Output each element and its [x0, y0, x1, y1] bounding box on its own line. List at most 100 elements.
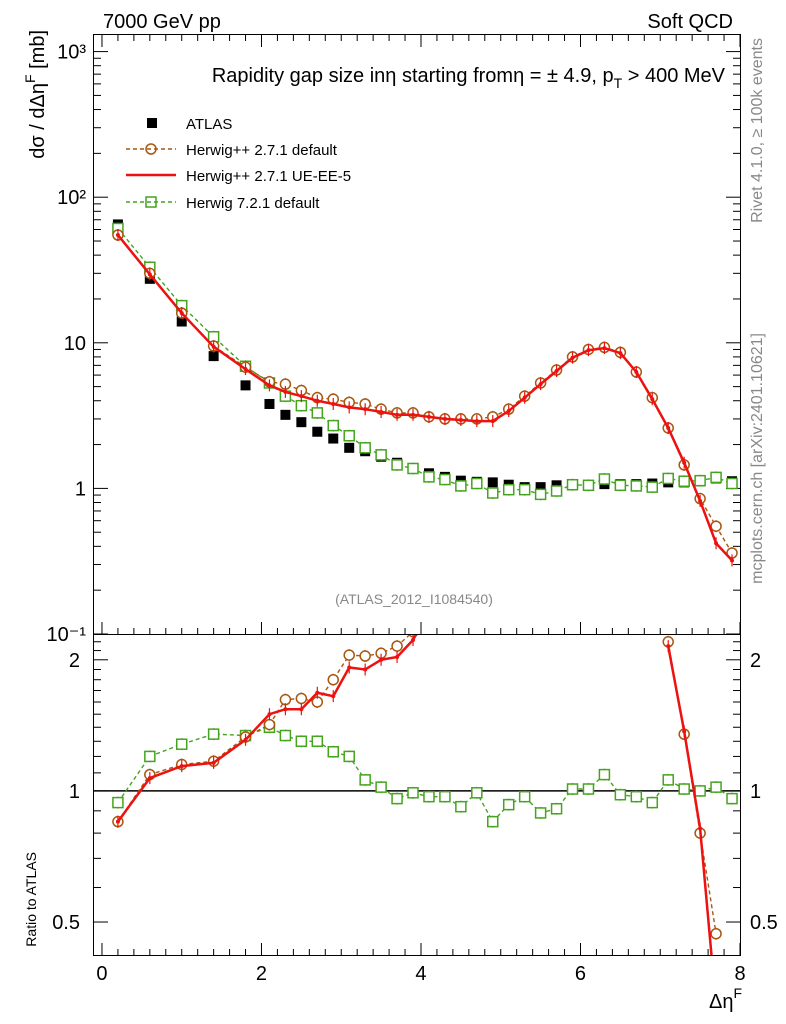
ratio-tick-label: 2 — [69, 650, 80, 672]
ratio-panel-data — [112, 616, 738, 955]
main-point-herwig7-default — [630, 480, 643, 492]
ratio-point-herwig7-default — [343, 750, 355, 763]
main-point-herwig7-default — [407, 462, 419, 475]
ratio-point-herwig7-default — [678, 783, 690, 795]
ratio-point-herwig-pp-ue-ee-5 — [347, 665, 352, 670]
main-point-herwig7-default — [678, 475, 690, 487]
rivet-version-label: Rivet 4.1.0, ≥ 100k events — [749, 38, 766, 223]
main-panel-data — [112, 219, 738, 567]
ratio-point-herwig7-default — [502, 798, 515, 811]
main-point-herwig-pp-ue-ee-5 — [115, 232, 120, 237]
ratio-tick-label-right: 2 — [750, 650, 761, 672]
x-axis-label-sup: F — [733, 985, 742, 1001]
main-point-herwig7-default — [502, 483, 515, 496]
x-tick-label: 2 — [256, 963, 267, 985]
ratio-point-herwig7-default — [423, 790, 435, 803]
main-point-herwig-pp-ue-ee-5 — [490, 419, 495, 424]
y-axis-label-unit: [mb] — [27, 30, 49, 74]
main-point-herwig7-default — [343, 429, 355, 442]
main-point-atlas — [296, 417, 307, 428]
ratio-point-herwig7-default — [518, 790, 531, 803]
legend-marker-herwig7-default — [145, 196, 157, 208]
x-tick-label: 4 — [415, 963, 426, 985]
y-tick-label: 10⁻¹ — [47, 624, 87, 646]
ratio-point-herwig-pp-default — [391, 640, 403, 652]
ratio-point-herwig-pp-ue-ee-5 — [147, 776, 152, 781]
ratio-line-herwig-pp-ue-ee-5 — [116, 635, 418, 823]
main-point-herwig-pp-ue-ee-5 — [474, 419, 479, 424]
main-point-herwig-pp-ue-ee-5 — [650, 397, 655, 402]
ratio-point-herwig7-default — [566, 783, 579, 795]
main-point-herwig-pp-ue-ee-5 — [426, 414, 431, 419]
ratio-point-herwig7-default — [407, 787, 419, 799]
main-point-herwig-pp-ue-ee-5 — [363, 407, 368, 412]
main-point-herwig7-default — [614, 479, 627, 492]
ratio-point-herwig-pp-ue-ee-5 — [267, 712, 272, 717]
ratio-point-herwig-pp-default — [295, 692, 308, 705]
main-point-herwig-pp-default — [710, 520, 722, 532]
main-point-herwig7-default — [566, 478, 579, 491]
main-point-herwig7-default — [662, 472, 674, 485]
main-point-herwig7-default — [598, 473, 611, 485]
main-point-herwig-pp-ue-ee-5 — [666, 425, 671, 430]
ratio-point-herwig7-default — [439, 790, 451, 803]
main-point-herwig7-default — [726, 477, 738, 490]
y-tick-label: 1 — [75, 478, 86, 500]
main-point-herwig-pp-ue-ee-5 — [411, 412, 416, 417]
main-point-atlas — [535, 482, 546, 493]
x-axis-label: ΔηF — [709, 985, 742, 1013]
ratio-point-herwig-pp-ue-ee-5 — [315, 690, 320, 695]
ratio-point-herwig7-default — [311, 735, 324, 748]
main-point-herwig-pp-ue-ee-5 — [211, 344, 216, 349]
legend-marker-herwig-pp-default — [145, 143, 157, 155]
ratio-point-herwig7-default — [550, 802, 563, 815]
x-tick-label: 8 — [734, 963, 745, 985]
ratio-point-herwig7-default — [726, 792, 738, 805]
main-point-atlas — [487, 477, 498, 488]
main-point-herwig7-default — [646, 481, 659, 493]
ratio-point-herwig7-default — [112, 796, 124, 809]
energy-label: 7000 GeV pp — [103, 11, 221, 33]
main-point-herwig-pp-ue-ee-5 — [347, 405, 352, 410]
ratio-point-herwig7-default — [582, 783, 595, 795]
main-point-herwig-pp-ue-ee-5 — [714, 541, 719, 546]
ratio-line-herwig-pp-default — [117, 635, 411, 822]
main-point-herwig7-default — [487, 487, 499, 499]
ratio-tick-label: 1 — [69, 781, 80, 803]
main-point-herwig-pp-ue-ee-5 — [570, 355, 575, 360]
main-point-herwig-pp-ue-ee-5 — [331, 401, 336, 406]
main-point-herwig7-default — [391, 459, 403, 471]
main-point-herwig-pp-ue-ee-5 — [147, 272, 152, 277]
ratio-point-herwig7-default — [646, 796, 659, 809]
main-point-herwig-pp-ue-ee-5 — [458, 417, 463, 422]
ratio-point-herwig-pp-ue-ee-5 — [682, 729, 687, 734]
ratio-point-herwig-pp-default — [424, 623, 434, 633]
main-point-herwig7-default — [439, 473, 451, 486]
x-tick-label: 0 — [96, 963, 107, 985]
ratio-point-herwig7-default — [375, 781, 387, 793]
main-point-herwig-pp-ue-ee-5 — [243, 367, 248, 372]
y-axis-label-sup: F — [22, 74, 38, 83]
main-point-herwig7-default — [710, 471, 722, 484]
ratio-point-herwig-pp-default — [440, 616, 450, 626]
ratio-line-herwig-pp-ue-ee-5 — [666, 645, 713, 955]
ratio-point-herwig-pp-ue-ee-5 — [243, 737, 248, 742]
ratio-point-herwig-pp-ue-ee-5 — [179, 764, 184, 769]
main-point-herwig-pp-ue-ee-5 — [506, 409, 511, 414]
main-point-herwig7-default — [375, 449, 387, 461]
ratio-point-herwig7-default — [487, 815, 499, 828]
main-point-herwig-pp-ue-ee-5 — [682, 460, 687, 465]
ratio-point-herwig-pp-default — [343, 649, 355, 661]
main-point-herwig7-default — [582, 479, 595, 492]
main-point-atlas — [344, 442, 355, 453]
ratio-point-herwig7-default — [614, 788, 627, 801]
ratio-point-herwig7-default — [144, 750, 156, 763]
plot-title-main: Rapidity gap size inη starting fromη = ±… — [212, 65, 614, 87]
main-point-herwig-pp-ue-ee-5 — [538, 382, 543, 387]
ratio-point-herwig7-default — [391, 792, 403, 805]
ratio-point-herwig-pp-ue-ee-5 — [666, 644, 671, 649]
main-point-herwig-pp-ue-ee-5 — [554, 369, 559, 374]
main-point-herwig7-default — [295, 399, 308, 412]
ratio-point-herwig7-default — [455, 800, 467, 813]
